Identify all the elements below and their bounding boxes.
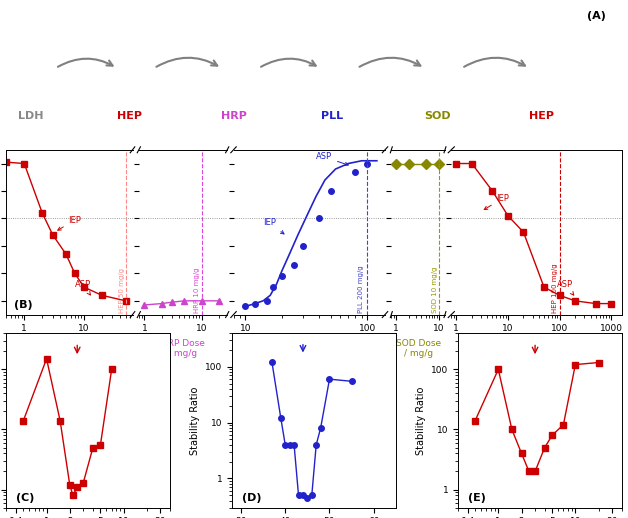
Text: HEP 50 mg/g: HEP 50 mg/g	[119, 268, 125, 313]
Text: ASP: ASP	[75, 280, 91, 295]
Text: (A): (A)	[587, 11, 607, 21]
Text: IEP: IEP	[484, 194, 509, 210]
Text: HEP 100 mg/g: HEP 100 mg/g	[553, 264, 558, 313]
Text: IEP: IEP	[58, 215, 82, 230]
X-axis label: HEP Dose
/ mg/g: HEP Dose / mg/g	[48, 339, 91, 358]
Text: (C): (C)	[16, 493, 35, 502]
Text: ASP: ASP	[557, 280, 574, 295]
Text: (E): (E)	[468, 493, 485, 502]
Text: HEP: HEP	[117, 111, 142, 121]
Text: IEP: IEP	[263, 218, 284, 234]
X-axis label: HEP Dose
/ mg/g: HEP Dose / mg/g	[515, 339, 558, 358]
Text: PLL 200 mg/g: PLL 200 mg/g	[359, 266, 364, 313]
Text: SOD 10 mg/g: SOD 10 mg/g	[431, 267, 438, 313]
Text: LDH: LDH	[18, 111, 44, 121]
Text: HRP 10 mg/g: HRP 10 mg/g	[194, 268, 200, 313]
Text: (D): (D)	[242, 493, 261, 502]
Text: HEP: HEP	[529, 111, 555, 121]
Y-axis label: Stability Ratio: Stability Ratio	[416, 386, 426, 455]
X-axis label: PLL Dose
/ mg/g: PLL Dose / mg/g	[289, 339, 330, 358]
Y-axis label: Stability Ratio: Stability Ratio	[190, 386, 200, 455]
Text: SOD: SOD	[424, 111, 450, 121]
X-axis label: HRP Dose
/ mg/g: HRP Dose / mg/g	[161, 339, 205, 358]
Text: ASP: ASP	[316, 152, 349, 166]
X-axis label: SOD Dose
/ mg/g: SOD Dose / mg/g	[396, 339, 441, 358]
Text: PLL: PLL	[322, 111, 344, 121]
Text: (B): (B)	[14, 300, 33, 310]
Text: HRP: HRP	[221, 111, 247, 121]
